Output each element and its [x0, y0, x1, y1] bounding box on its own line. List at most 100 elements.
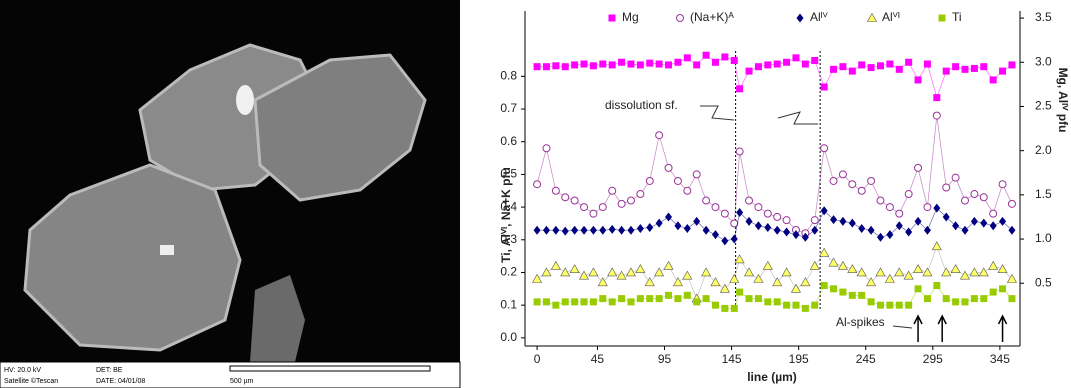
point — [923, 60, 931, 68]
x-tick-label: 245 — [856, 352, 876, 366]
point — [551, 186, 560, 195]
caption: DATE: 04/01/08 — [96, 378, 145, 385]
point — [979, 193, 988, 202]
point — [608, 224, 616, 234]
point — [674, 295, 682, 303]
point — [533, 225, 541, 235]
point — [644, 277, 655, 287]
point — [800, 277, 811, 287]
point — [989, 76, 997, 84]
point — [710, 277, 721, 287]
point — [952, 298, 960, 306]
point — [753, 273, 764, 283]
point — [895, 221, 903, 231]
y2-axis-title: Mg, Alᴵⱽ pfu — [1056, 68, 1070, 133]
point — [801, 304, 809, 312]
point — [665, 61, 673, 69]
point — [736, 288, 744, 296]
point — [942, 67, 950, 75]
point — [636, 190, 645, 199]
point — [730, 56, 738, 64]
point — [1008, 225, 1016, 235]
point — [665, 291, 673, 299]
point — [571, 298, 579, 306]
point — [636, 223, 644, 233]
point — [792, 54, 800, 62]
y-tick-label: 0.3 — [500, 232, 517, 246]
series-line — [537, 54, 1013, 99]
point — [561, 193, 570, 202]
point — [589, 298, 597, 306]
point — [980, 295, 988, 303]
point — [646, 223, 654, 233]
point — [783, 227, 791, 237]
y2-tick-label: 2.0 — [1035, 143, 1052, 157]
point — [730, 304, 738, 312]
point — [884, 273, 895, 283]
point — [959, 270, 971, 280]
point — [932, 111, 941, 120]
point — [1008, 61, 1016, 69]
point — [673, 176, 682, 185]
point — [830, 285, 838, 293]
caption: 500 µm — [230, 378, 254, 385]
point — [1006, 273, 1017, 283]
point — [665, 212, 673, 222]
point — [702, 295, 710, 303]
point — [839, 288, 847, 296]
point — [950, 264, 961, 273]
point — [837, 260, 848, 270]
annotation-leader — [892, 325, 913, 329]
point — [895, 301, 903, 309]
point — [830, 65, 838, 73]
annotation: Al-spikes — [836, 315, 885, 329]
spike-arrow — [937, 314, 947, 342]
point — [693, 61, 701, 69]
y-axis-title: Ti, Alⱽᴵ, Na+K pfu — [499, 167, 513, 263]
y-tick-label: 0.5 — [500, 167, 517, 181]
point — [811, 225, 819, 235]
point — [961, 298, 969, 306]
point — [867, 176, 876, 185]
point — [569, 264, 580, 273]
point — [645, 176, 654, 185]
point — [730, 234, 738, 244]
point — [719, 283, 730, 293]
point — [857, 186, 866, 195]
series-line — [537, 284, 1013, 309]
x-tick-label: 95 — [658, 352, 672, 366]
inclusion — [236, 85, 254, 115]
point — [941, 267, 952, 277]
annotation-leader — [700, 105, 735, 121]
point — [764, 298, 772, 306]
spike-arrow — [913, 314, 923, 342]
point — [828, 257, 839, 267]
spike-arrow — [997, 314, 1008, 342]
caption: DET: BE — [96, 367, 123, 374]
point — [672, 277, 683, 287]
point — [597, 277, 608, 287]
point — [773, 298, 781, 306]
point — [999, 67, 1007, 75]
series-line — [536, 115, 1013, 234]
point — [858, 61, 866, 69]
point — [552, 225, 560, 235]
point — [625, 267, 636, 277]
inclusion — [160, 245, 174, 255]
point — [736, 85, 744, 93]
point — [933, 282, 941, 290]
point — [922, 267, 933, 277]
legend-label: Ti — [952, 10, 962, 24]
point — [999, 285, 1007, 293]
point — [589, 62, 597, 70]
point — [951, 173, 960, 182]
point — [580, 298, 588, 306]
point — [942, 212, 950, 222]
point — [542, 144, 551, 153]
crystal — [253, 53, 427, 202]
annotation: dissolution sf. — [605, 98, 678, 112]
point — [533, 63, 541, 71]
point — [636, 295, 644, 303]
point — [598, 203, 607, 212]
point — [655, 295, 663, 303]
